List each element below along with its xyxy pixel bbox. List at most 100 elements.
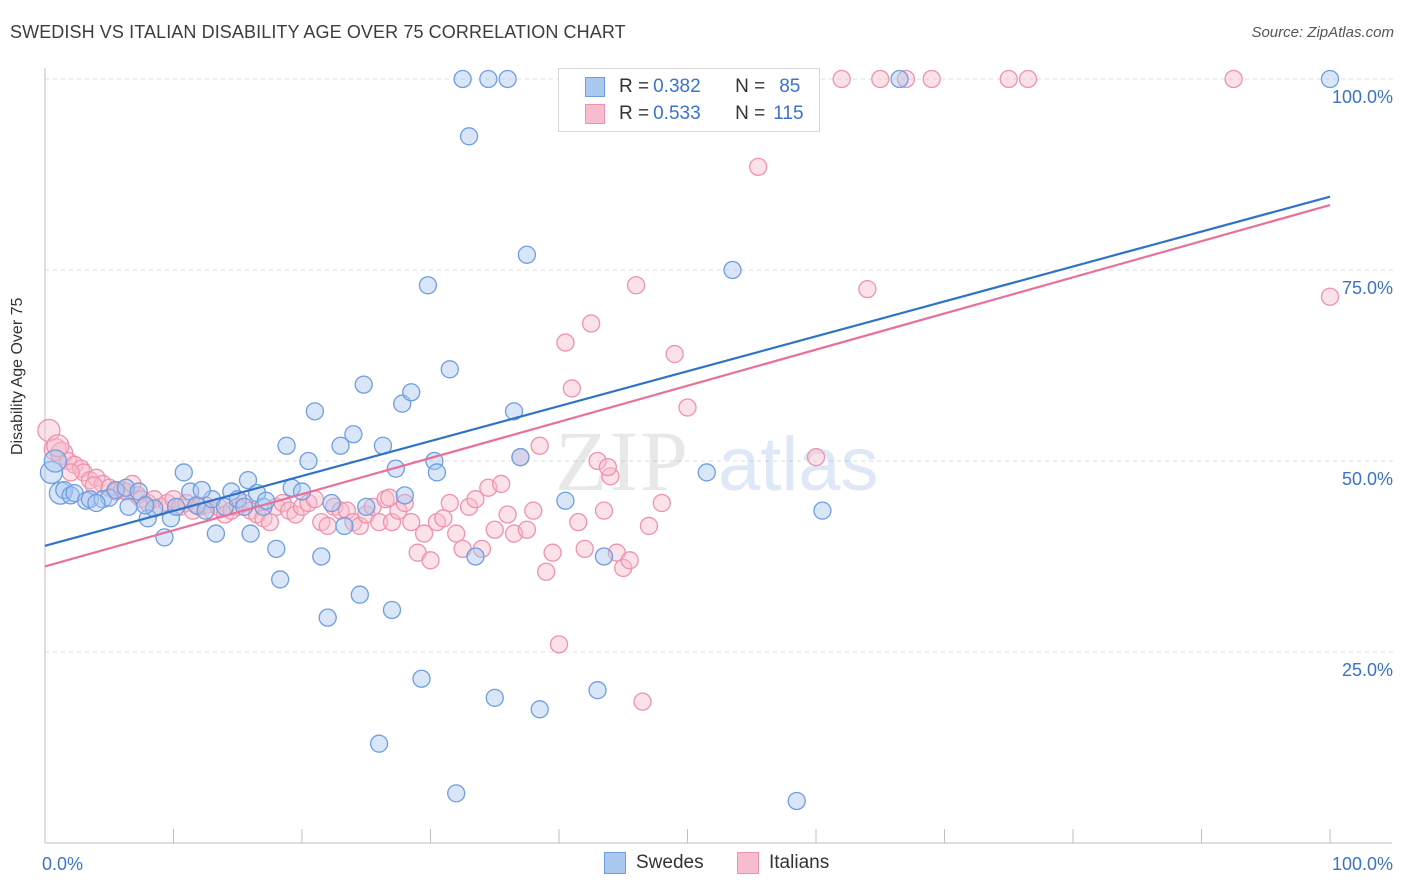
swedes-point (427, 463, 447, 482)
italians-point (1224, 69, 1243, 89)
swedes-point (447, 784, 466, 803)
italians-point (999, 69, 1018, 89)
italians-points (37, 69, 1340, 711)
r-label: R = (619, 103, 650, 124)
swedes-point (498, 69, 517, 89)
swedes-point (485, 688, 504, 707)
italians-point (84, 476, 103, 495)
swedes-point (1320, 69, 1340, 89)
italians-point (382, 512, 402, 532)
italians-point (517, 520, 537, 539)
italians-point (569, 512, 588, 532)
swedes-swatch (585, 77, 605, 97)
legend-item-italians[interactable]: Italians (737, 852, 829, 874)
swedes-point (369, 734, 389, 753)
italians-point (749, 157, 768, 177)
legend-row-italians: R = 0.533 N = 115 (585, 103, 804, 125)
swedes-point (453, 69, 472, 89)
swedes-point (136, 496, 155, 515)
swedes-point (318, 608, 337, 627)
italians-point (337, 501, 357, 520)
swedes-point (335, 516, 354, 536)
swedes-point (395, 486, 414, 505)
italians-point (575, 539, 594, 559)
n-label: N = (735, 103, 766, 124)
r-value: 0.382 (653, 76, 701, 97)
y-tick-label: 100.0% (1332, 87, 1393, 107)
italians-point (414, 524, 434, 543)
swedes-point (594, 547, 614, 566)
swedes-point (354, 375, 373, 394)
swedes-point (588, 681, 607, 700)
italians-point (896, 69, 916, 89)
swedes-point (161, 509, 181, 528)
swedes-point (787, 791, 806, 811)
trendlines (44, 195, 1331, 568)
swedes-point (723, 260, 742, 280)
n-value: 115 (773, 103, 804, 124)
italians-point (556, 333, 575, 352)
italians-point (350, 516, 369, 536)
italians-point (1320, 287, 1340, 306)
italians-point (440, 493, 459, 513)
swedes-point (402, 383, 421, 402)
italians-point (485, 520, 504, 539)
italians-point (524, 501, 543, 520)
italians-point (626, 276, 646, 295)
swedes-point (357, 497, 376, 516)
italians-point (466, 490, 485, 509)
gridlines (45, 78, 1395, 653)
italians-point (588, 451, 607, 471)
swedes-point (813, 501, 832, 520)
swedes-trendline (44, 195, 1331, 547)
swedes-point (312, 547, 331, 566)
swedes-point (174, 463, 193, 482)
italians-swatch (585, 104, 605, 124)
italians-point (581, 314, 601, 333)
italians-point (260, 512, 280, 532)
italians-point (620, 551, 639, 570)
swedes-point (206, 524, 226, 543)
x-tick-label: 100.0% (1332, 854, 1393, 874)
swedes-point (192, 480, 211, 500)
italians-point (537, 562, 556, 581)
watermark: ZIP atlas (555, 413, 879, 509)
stats-legend: R = 0.382 N = 85 R = 0.533 N = 115 (558, 68, 820, 132)
italians-point (46, 434, 70, 458)
italians-point (318, 516, 337, 536)
swedes-point (504, 402, 524, 421)
swedes-point (530, 700, 549, 719)
swedes-point (517, 245, 537, 264)
italians-point (806, 448, 826, 467)
italians-point (402, 512, 421, 532)
swedes-point (87, 493, 106, 513)
italians-point (434, 509, 453, 528)
italians-point (639, 516, 659, 536)
italians-trendline (44, 204, 1331, 568)
legend-row-swedes: R = 0.382 N = 85 (585, 76, 800, 98)
italians-point (380, 488, 399, 507)
swedes-point (890, 69, 909, 89)
axes (44, 68, 1392, 844)
legend-item-swedes[interactable]: Swedes (604, 852, 704, 874)
italians-point (871, 69, 890, 89)
swedes-point (271, 570, 290, 589)
chart-title: SWEDISH VS ITALIAN DISABILITY AGE OVER 7… (10, 22, 626, 42)
italians-point (598, 457, 617, 477)
swedes-point (119, 497, 138, 516)
swedes-point (697, 463, 716, 482)
watermark-atlas: atlas (718, 422, 879, 507)
italians-point (369, 512, 389, 532)
swedes-legend-label: Swedes (636, 852, 704, 873)
swedes-point (277, 436, 296, 455)
swedes-point (331, 436, 350, 455)
x-tick-label: 0.0% (42, 854, 83, 874)
watermark-zip: ZIP (555, 413, 690, 509)
swedes-point (241, 524, 260, 543)
swedes-point (267, 539, 286, 559)
italians-point (498, 505, 517, 524)
swedes-point (299, 451, 318, 471)
italians-point (678, 398, 697, 417)
swedes-point (322, 493, 341, 513)
